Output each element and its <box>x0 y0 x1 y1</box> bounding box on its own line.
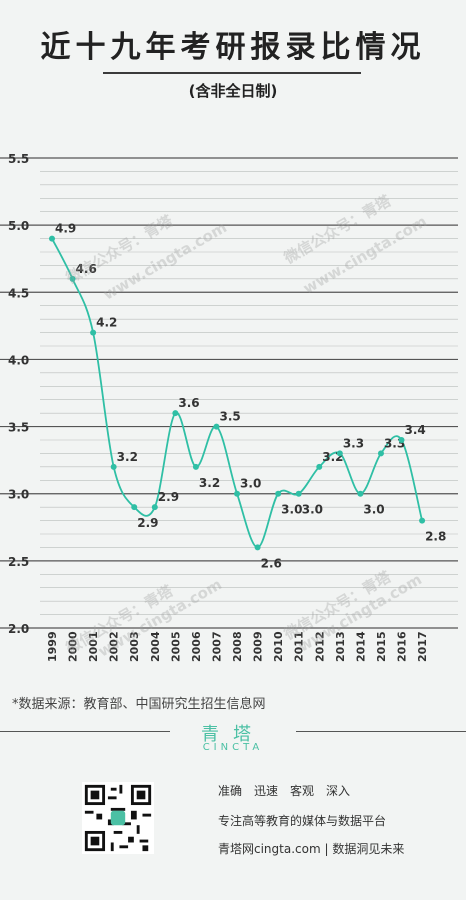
footer-tag: 准确 <box>218 784 243 798</box>
x-tick-label: 2007 <box>210 631 223 662</box>
data-label: 2.9 <box>158 490 179 504</box>
footer-divider-left <box>0 731 170 732</box>
x-tick-label: 2002 <box>108 631 121 662</box>
data-point <box>69 275 76 282</box>
qr-code-icon <box>82 782 154 854</box>
data-label: 3.5 <box>219 410 240 424</box>
data-label: 3.4 <box>405 423 426 437</box>
footer-tag: 客观 <box>290 784 315 798</box>
footer-site: 青塔网cingta.com | 数据洞见未来 <box>218 842 405 856</box>
y-tick-label: 4.5 <box>8 286 29 300</box>
page-subtitle: (含非全日制) <box>188 82 278 100</box>
x-tick-label: 2004 <box>149 631 162 662</box>
x-tick-label: 2006 <box>190 631 203 662</box>
data-label: 3.3 <box>343 436 364 450</box>
brand-name-en: CINCTA <box>202 742 264 753</box>
data-point <box>213 423 220 430</box>
data-label: 3.0 <box>302 503 323 517</box>
data-label: 2.9 <box>137 516 158 530</box>
data-point <box>234 490 241 497</box>
y-tick-label: 3.0 <box>8 488 29 502</box>
footer-tags: 准确 迅速 客观 深入 <box>218 782 362 799</box>
data-point <box>398 437 405 443</box>
y-tick-label: 3.5 <box>8 421 29 435</box>
x-tick-label: 2001 <box>87 631 100 662</box>
data-label: 4.6 <box>76 262 97 276</box>
x-tick-label: 2000 <box>67 631 80 662</box>
x-tick-label: 2005 <box>169 631 182 662</box>
footer-slogan: 专注高等教育的媒体与数据平台 <box>218 814 387 828</box>
page-title: 近十九年考研报录比情况 <box>40 30 426 65</box>
data-label: 3.0 <box>281 503 302 517</box>
x-tick-label: 2017 <box>416 631 429 662</box>
data-source: *数据来源：教育部、中国研究生招生信息网 <box>12 697 266 712</box>
data-label: 2.8 <box>425 530 446 544</box>
line-chart: 2.02.53.03.54.04.55.05.54.94.64.23.22.92… <box>0 152 458 662</box>
x-tick-label: 2003 <box>128 631 141 662</box>
data-label: 3.6 <box>178 396 199 410</box>
data-point <box>419 517 426 524</box>
data-label: 4.9 <box>55 222 76 236</box>
data-label: 3.0 <box>363 503 384 517</box>
footer-tag: 深入 <box>326 784 351 798</box>
x-tick-label: 2016 <box>396 631 409 662</box>
data-point <box>295 490 302 497</box>
data-point <box>90 329 97 336</box>
data-point <box>336 450 343 457</box>
data-point <box>131 504 138 511</box>
data-label: 3.2 <box>117 450 138 464</box>
data-label: 3.2 <box>199 476 220 490</box>
y-tick-label: 5.0 <box>8 219 29 233</box>
x-tick-label: 2015 <box>375 631 388 662</box>
y-tick-label: 5.5 <box>8 152 29 166</box>
y-tick-label: 2.5 <box>8 555 29 569</box>
footer-tag: 迅速 <box>254 784 279 798</box>
x-tick-label: 2013 <box>334 631 347 662</box>
data-point <box>377 450 384 457</box>
data-point <box>172 410 179 417</box>
data-label: 4.2 <box>96 316 117 330</box>
title-underline <box>103 72 361 74</box>
x-tick-label: 2009 <box>252 631 265 662</box>
data-point <box>110 463 117 470</box>
y-tick-label: 4.0 <box>8 353 29 367</box>
y-tick-label: 2.0 <box>8 622 29 636</box>
brand-name: 青塔 <box>201 724 265 745</box>
x-tick-label: 2011 <box>293 631 306 662</box>
x-tick-label: 2008 <box>231 631 244 662</box>
data-point <box>49 235 55 242</box>
x-tick-label: 2010 <box>272 631 285 662</box>
x-tick-label: 2014 <box>354 631 367 662</box>
data-point <box>151 504 158 511</box>
data-label: 2.6 <box>261 556 282 570</box>
data-point <box>254 544 261 551</box>
x-tick-label: 1999 <box>46 631 59 662</box>
data-point <box>275 490 282 497</box>
x-tick-label: 2012 <box>313 631 326 662</box>
data-point <box>192 463 199 470</box>
footer-divider-right <box>296 731 466 732</box>
data-point <box>316 463 323 470</box>
data-point <box>357 490 364 497</box>
data-label: 3.0 <box>240 477 261 491</box>
